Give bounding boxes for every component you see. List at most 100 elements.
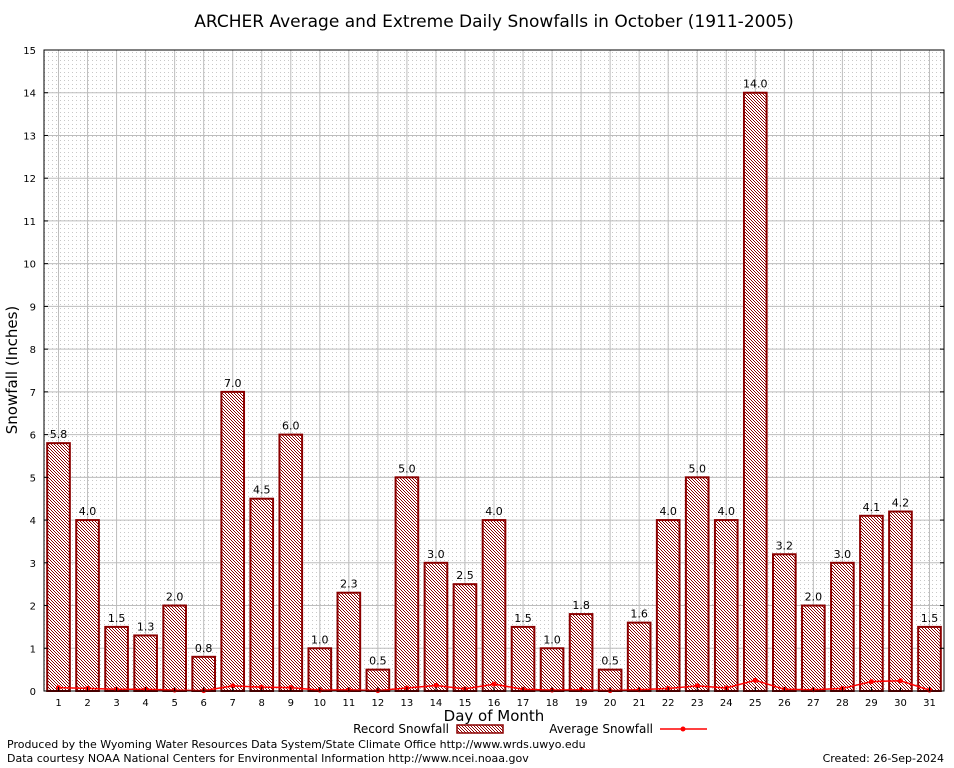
bar-value-label: 3.0 (834, 548, 852, 561)
x-tick-label: 1 (55, 698, 61, 709)
bar-value-label: 1.5 (514, 612, 532, 625)
record-bar (713, 519, 739, 692)
record-bar (568, 613, 594, 693)
bar-value-label: 1.6 (630, 608, 648, 621)
bar-value-label: 2.0 (805, 591, 823, 604)
bar-value-label: 5.8 (50, 428, 68, 441)
footer-produced: Produced by the Wyoming Water Resources … (7, 738, 586, 751)
record-bar (684, 476, 710, 693)
x-tick-label: 14 (430, 698, 443, 709)
x-tick-label: 6 (200, 698, 206, 709)
x-tick-label: 5 (171, 698, 177, 709)
y-tick-label: 10 (23, 260, 36, 271)
bar-value-label: 4.5 (253, 484, 271, 497)
y-tick-label: 7 (30, 388, 36, 399)
x-tick-label: 24 (720, 698, 733, 709)
x-tick-label: 28 (836, 698, 849, 709)
y-tick-label: 1 (30, 644, 36, 655)
record-bar (278, 433, 304, 692)
y-tick-label: 4 (30, 516, 36, 527)
record-bar (191, 655, 217, 693)
record-bar (452, 583, 478, 693)
record-bar (133, 634, 158, 692)
bar-value-label: 6.0 (282, 420, 300, 433)
average-point (897, 678, 903, 684)
bar-value-label: 1.0 (311, 633, 329, 646)
record-bar (830, 561, 855, 692)
y-tick-label: 15 (23, 46, 36, 57)
record-bar (539, 647, 565, 692)
x-tick-label: 7 (230, 698, 236, 709)
record-bar (307, 647, 333, 692)
x-tick-label: 4 (142, 698, 148, 709)
record-bar (75, 519, 100, 692)
record-bar (510, 625, 536, 693)
average-point (230, 683, 236, 689)
record-bar (888, 510, 913, 692)
bar-value-label: 4.0 (659, 505, 677, 518)
x-tick-label: 30 (894, 698, 907, 709)
x-tick-label: 27 (807, 698, 820, 709)
bar-value-label: 3.0 (427, 548, 445, 561)
chart-title: ARCHER Average and Extreme Daily Snowfal… (194, 12, 793, 32)
x-tick-label: 31 (923, 698, 936, 709)
x-tick-label: 20 (604, 698, 617, 709)
bar-value-label: 4.1 (863, 501, 881, 514)
y-tick-label: 12 (23, 174, 36, 185)
average-point (752, 677, 758, 683)
record-bar (742, 91, 768, 692)
x-tick-label: 21 (633, 698, 646, 709)
bar-value-label: 0.5 (369, 655, 387, 668)
y-tick-label: 5 (30, 473, 36, 484)
y-tick-label: 14 (23, 89, 36, 100)
x-tick-label: 23 (691, 698, 704, 709)
bar-value-label: 3.2 (776, 539, 794, 552)
x-tick-label: 2 (84, 698, 90, 709)
bar-value-label: 1.8 (572, 599, 590, 612)
y-tick-label: 6 (30, 431, 36, 442)
bar-value-label: 2.0 (166, 591, 184, 604)
x-tick-label: 18 (546, 698, 559, 709)
legend-record-label: Record Snowfall (353, 722, 449, 736)
y-tick-label: 13 (23, 131, 36, 142)
record-bar (859, 514, 884, 692)
bar-value-label: 14.0 (743, 78, 768, 91)
footer-courtesy: Data courtesy NOAA National Centers for … (7, 752, 529, 765)
x-tick-label: 25 (749, 698, 762, 709)
bar-value-label: 5.0 (398, 462, 416, 475)
record-bar (394, 476, 420, 693)
y-tick-label: 2 (30, 602, 36, 613)
bar-value-label: 4.0 (718, 505, 736, 518)
legend-average-label: Average Snowfall (549, 722, 653, 736)
x-tick-label: 26 (778, 698, 791, 709)
record-bar (220, 390, 246, 692)
footer-created: Created: 26-Sep-2024 (822, 752, 944, 765)
x-tick-label: 9 (288, 698, 294, 709)
average-point (491, 681, 497, 687)
legend-average-marker (680, 726, 686, 732)
average-point (868, 679, 874, 685)
bar-value-label: 5.0 (688, 462, 706, 475)
record-bar (249, 497, 275, 693)
legend: Record Snowfall Average Snowfall (353, 722, 707, 736)
bar-value-label: 7.0 (224, 377, 242, 390)
bar-value-label: 0.5 (601, 655, 619, 668)
x-tick-label: 17 (517, 698, 530, 709)
x-tick-label: 3 (113, 698, 119, 709)
bar-value-label: 4.2 (892, 497, 910, 510)
bar-value-label: 0.8 (195, 642, 213, 655)
x-axis-label: Day of Month (444, 707, 545, 725)
y-tick-label: 3 (30, 559, 36, 570)
y-tick-label: 11 (23, 217, 36, 228)
record-bars: 5.8 4.0 1.5 1.3 2.0 0.8 7.0 4.5 6.0 1.0 2.3 0.5 5.0 3… (46, 78, 942, 693)
x-tick-label: 16 (488, 698, 501, 709)
bar-value-label: 4.0 (485, 505, 503, 518)
x-tick-label: 22 (662, 698, 675, 709)
record-bar (772, 553, 797, 693)
y-tick-label: 0 (30, 687, 36, 698)
y-tick-label: 8 (30, 345, 36, 356)
bar-value-label: 4.0 (79, 505, 97, 518)
x-axis-ticks: 1 2 3 4 5 6 7 8 9 10 11 12 13 14 15 16 17 18 19 20 21 22 23 24 2… (55, 687, 936, 709)
